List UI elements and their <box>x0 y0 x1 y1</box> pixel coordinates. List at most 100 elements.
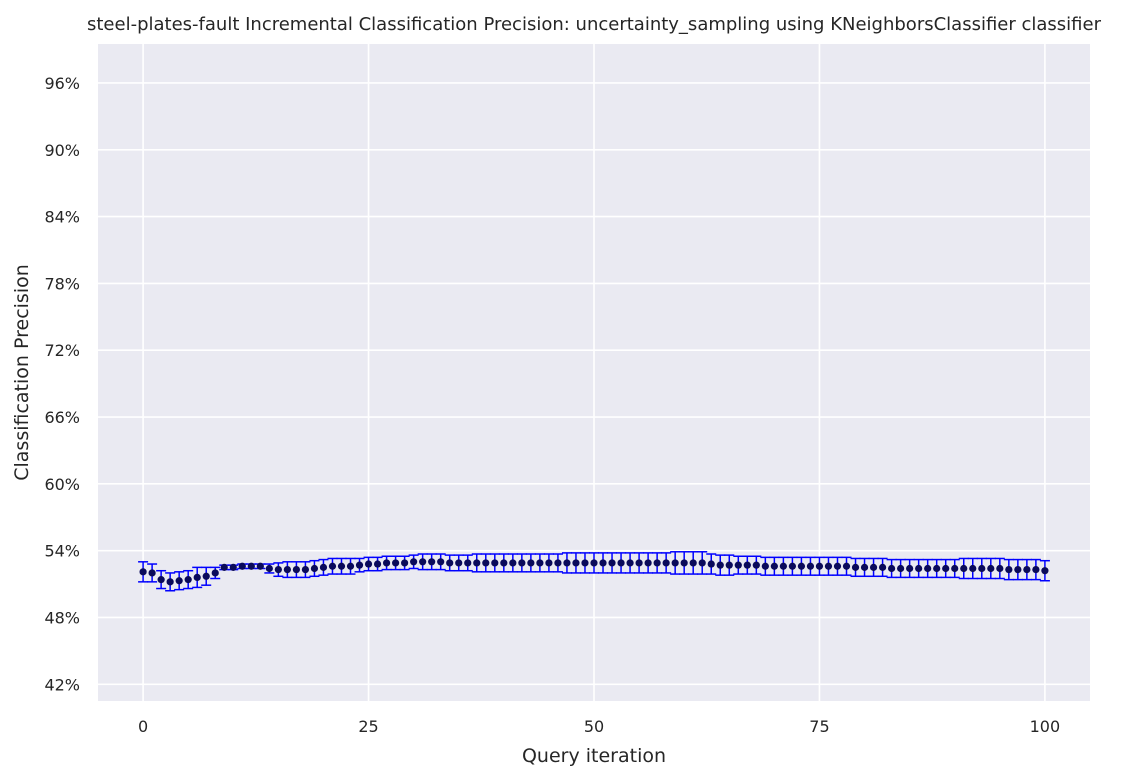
data-point <box>428 558 436 566</box>
data-point <box>373 560 382 568</box>
data-point <box>419 558 427 566</box>
data-point <box>969 564 977 573</box>
data-point <box>924 564 932 573</box>
data-point <box>157 576 165 584</box>
data-point <box>364 560 373 568</box>
data-point <box>617 559 625 567</box>
data-point <box>545 559 553 567</box>
data-point <box>337 562 346 570</box>
chart-title: steel-plates-fault Incremental Classific… <box>87 14 1102 35</box>
data-point <box>184 576 192 584</box>
data-point <box>806 562 815 570</box>
data-point <box>355 561 364 569</box>
data-point <box>915 564 923 573</box>
data-point <box>247 562 255 570</box>
data-point <box>464 559 472 567</box>
data-point <box>797 562 806 570</box>
data-point <box>906 564 914 573</box>
data-point <box>951 564 959 573</box>
data-point <box>978 564 986 573</box>
data-point <box>987 564 995 573</box>
data-point <box>671 559 679 567</box>
data-point <box>319 563 328 571</box>
x-tick-label: 75 <box>809 717 829 736</box>
data-point <box>960 564 968 573</box>
data-point <box>680 559 688 567</box>
data-point <box>996 564 1004 573</box>
data-point <box>761 562 769 570</box>
data-point <box>815 562 824 570</box>
data-point <box>644 559 652 567</box>
data-point <box>274 566 282 574</box>
data-point <box>437 558 445 566</box>
data-point <box>536 559 544 567</box>
y-tick-label: 42% <box>44 675 80 694</box>
data-point <box>491 559 499 567</box>
data-point <box>851 563 860 571</box>
data-point <box>743 561 751 569</box>
data-point <box>626 559 634 567</box>
data-point <box>888 564 896 573</box>
y-tick-label: 90% <box>44 141 80 160</box>
data-point <box>473 559 481 567</box>
data-point <box>725 561 733 569</box>
data-point <box>707 560 715 568</box>
data-point <box>455 559 463 567</box>
data-point <box>166 578 174 586</box>
data-point <box>229 563 237 571</box>
data-point <box>662 559 670 567</box>
data-point <box>265 564 273 573</box>
data-point <box>869 563 878 571</box>
data-point <box>500 559 508 567</box>
data-point <box>1014 566 1022 574</box>
y-tick-label: 78% <box>44 274 80 293</box>
data-point <box>788 562 797 570</box>
data-point <box>554 559 562 567</box>
data-point <box>220 563 228 571</box>
data-point <box>346 562 355 570</box>
data-point <box>779 562 787 570</box>
data-point <box>509 559 517 567</box>
y-tick-label: 84% <box>44 208 80 227</box>
y-tick-labels: 42% 48% 54% 60% 66% 72% 78% 84% 90% 96% <box>44 74 80 694</box>
data-point <box>382 559 391 567</box>
data-point <box>653 559 661 567</box>
x-axis-label: Query iteration <box>522 745 666 767</box>
data-point <box>860 563 869 571</box>
data-point <box>256 562 264 570</box>
data-point <box>238 562 246 570</box>
data-point <box>752 561 760 569</box>
data-point <box>878 563 887 571</box>
data-point <box>446 559 454 567</box>
data-point <box>599 559 607 567</box>
data-point <box>833 562 842 570</box>
x-tick-label: 25 <box>358 717 378 736</box>
data-point <box>716 561 724 569</box>
data-point <box>897 564 905 573</box>
data-point <box>1032 566 1040 574</box>
data-point <box>401 559 409 567</box>
data-point <box>608 559 616 567</box>
data-point <box>211 569 219 577</box>
data-point <box>1041 567 1049 575</box>
data-point <box>581 559 589 567</box>
data-point <box>193 573 201 581</box>
y-tick-label: 54% <box>44 542 80 561</box>
x-tick-label: 100 <box>1030 717 1061 736</box>
data-point <box>301 566 310 574</box>
y-tick-label: 72% <box>44 341 80 360</box>
data-point <box>698 559 706 567</box>
x-tick-labels: 0 25 50 75 100 <box>138 717 1060 736</box>
y-axis-label: Classification Precision <box>11 264 33 481</box>
data-point <box>392 559 400 567</box>
x-tick-label: 50 <box>584 717 604 736</box>
data-point <box>310 564 319 573</box>
grid-lines <box>98 44 1090 701</box>
data-point <box>292 566 300 574</box>
x-tick-label: 0 <box>138 717 148 736</box>
data-point <box>202 572 210 580</box>
data-point <box>563 559 571 567</box>
data-point <box>734 561 742 569</box>
